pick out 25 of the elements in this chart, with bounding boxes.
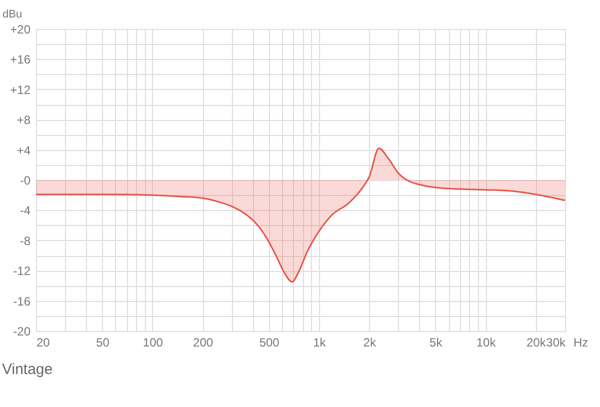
y-tick-label: -12 <box>13 264 31 278</box>
y-tick-label: -16 <box>13 294 31 308</box>
x-tick-label: 30k <box>546 336 566 350</box>
y-tick-label: -8 <box>20 234 31 248</box>
x-tick-label: 5k <box>430 336 444 350</box>
y-tick-label: +4 <box>16 143 31 158</box>
y-axis-title: dBu <box>2 8 22 20</box>
x-tick-label: 10k <box>476 336 497 350</box>
x-tick-label: 20 <box>36 336 50 350</box>
x-tick-label: 100 <box>142 336 164 350</box>
x-tick-label: 200 <box>193 336 214 350</box>
x-tick-label: 2k <box>363 336 377 350</box>
y-tick-label: -4 <box>20 204 31 218</box>
y-tick-label: +20 <box>10 22 31 36</box>
y-tick-label: +8 <box>16 113 31 128</box>
text: Vintage <box>2 361 53 378</box>
x-tick-label: 1k <box>313 336 327 350</box>
x-tick-label: 20k <box>526 336 547 350</box>
y-tick-label: +16 <box>10 52 31 67</box>
x-tick-label: 50 <box>96 336 110 350</box>
y-tick-label: -0 <box>20 174 31 188</box>
y-tick-label: -20 <box>13 324 31 338</box>
x-tick-label: 500 <box>259 336 280 350</box>
x-axis-title: Hz <box>574 336 588 350</box>
y-tick-label: +12 <box>10 82 31 97</box>
